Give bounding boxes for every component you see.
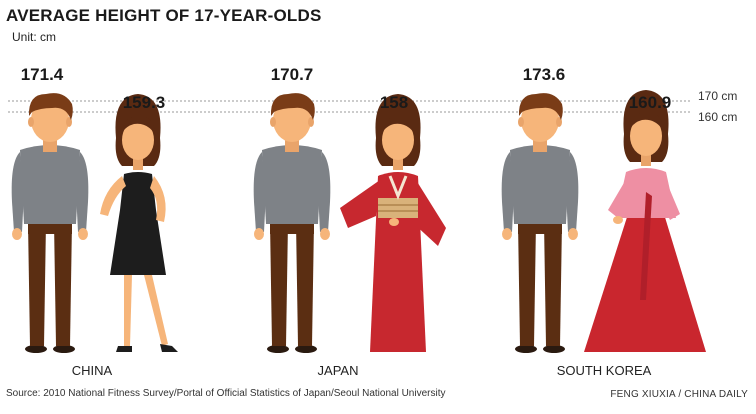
figure-china-female — [100, 94, 178, 352]
value-label-china-female: 159.3 — [123, 93, 166, 112]
value-label-korea-female: 160.9 — [629, 93, 672, 112]
figure-japan-female — [340, 94, 446, 352]
chart-title: AVERAGE HEIGHT OF 17-YEAR-OLDS — [6, 6, 322, 25]
value-label-japan-female: 158 — [380, 93, 408, 112]
reference-label-170: 170 cm — [698, 89, 737, 103]
reference-line-170: 170 cm — [8, 89, 737, 103]
source-note: Source: 2010 National Fitness Survey/Por… — [6, 388, 446, 399]
category-label-south-korea: SOUTH KOREA — [557, 363, 652, 378]
figure-china-male — [11, 93, 89, 353]
unit-label: Unit: cm — [12, 30, 57, 44]
reference-label-160: 160 cm — [698, 110, 737, 124]
value-label-korea-male: 173.6 — [523, 65, 566, 84]
figure-korea-male — [501, 93, 579, 353]
value-label-china-male: 171.4 — [21, 65, 64, 84]
figure-korea-female — [584, 90, 706, 352]
category-label-japan: JAPAN — [318, 363, 359, 378]
value-label-japan-male: 170.7 — [271, 65, 314, 84]
category-label-china: CHINA — [72, 363, 113, 378]
credit-line: FENG XIUXIA / CHINA DAILY — [610, 389, 748, 400]
figure-japan-male — [253, 93, 331, 353]
